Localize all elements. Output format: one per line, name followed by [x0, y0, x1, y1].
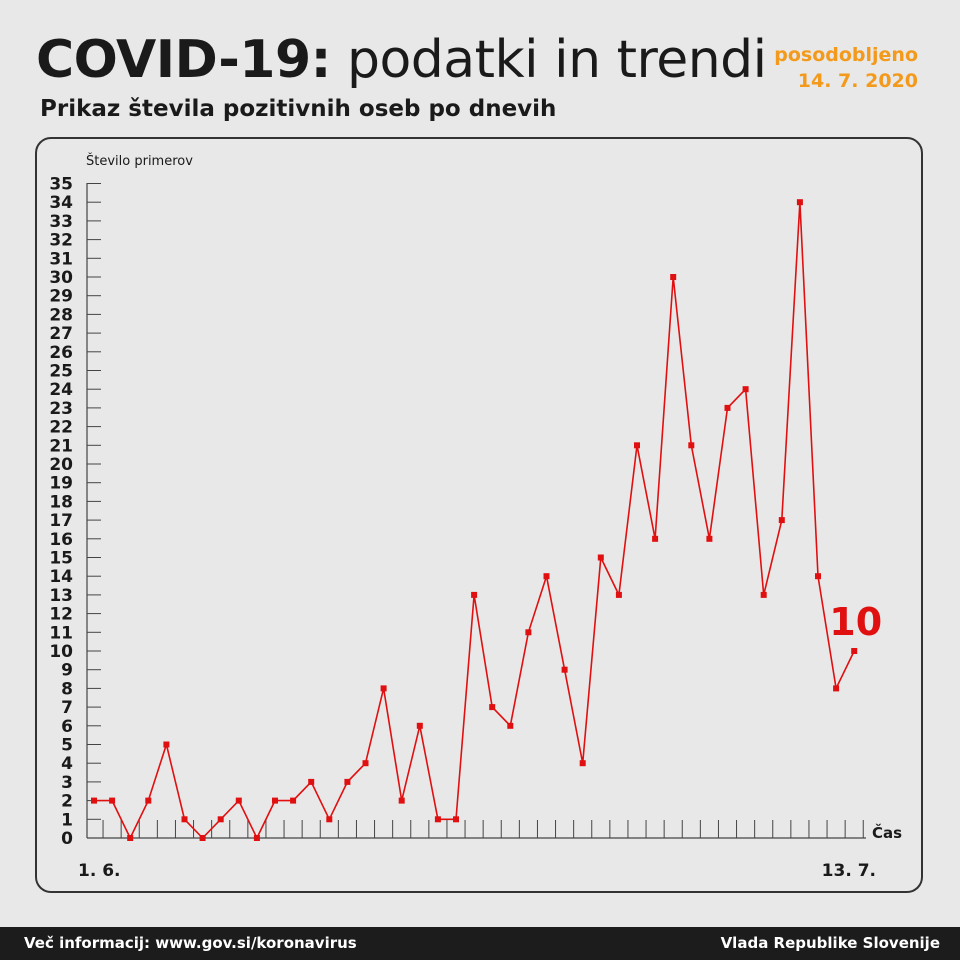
data-point [652, 535, 659, 542]
data-point [398, 797, 405, 804]
y-tick-label: 24 [49, 380, 73, 400]
y-tick-label: 18 [49, 492, 73, 512]
y-tick-label: 2 [61, 792, 73, 812]
data-point [634, 442, 640, 449]
data-point [181, 816, 188, 823]
data-point [109, 797, 116, 804]
y-tick-label: 10 [49, 642, 73, 662]
y-tick-label: 32 [49, 231, 73, 251]
y-tick-label: 3 [61, 773, 73, 793]
data-point [471, 591, 478, 598]
data-point [199, 835, 206, 841]
data-point [127, 835, 134, 841]
y-tick-label: 4 [61, 754, 73, 774]
y-tick-label: 34 [49, 193, 73, 213]
data-point [706, 535, 713, 542]
data-point [688, 442, 695, 449]
y-tick-label: 13 [49, 586, 73, 606]
data-point [597, 554, 604, 561]
y-tick-label: 27 [49, 324, 73, 344]
data-point [344, 778, 351, 785]
chart-panel [35, 137, 923, 893]
data-point [326, 816, 333, 823]
data-point [163, 741, 170, 748]
y-tick-label: 29 [49, 287, 73, 307]
data-point [525, 629, 532, 636]
last-value-label: 10 [829, 600, 882, 644]
y-tick-label: 22 [49, 418, 73, 438]
footer-info-link[interactable]: Več informacij: www.gov.si/koronavirus [24, 934, 357, 952]
updated-date: 14. 7. 2020 [797, 70, 918, 92]
y-tick-label: 23 [49, 399, 73, 419]
data-point [416, 722, 423, 729]
y-tick-label: 7 [61, 698, 73, 718]
data-point [507, 722, 514, 729]
y-tick-label: 26 [49, 343, 73, 363]
page-title: COVID-19: podatki in trendi [36, 28, 767, 92]
y-tick-label: 9 [61, 661, 73, 681]
data-point [91, 797, 97, 804]
series-line [94, 202, 855, 840]
y-tick-label: 6 [61, 717, 73, 737]
y-axis-label: Število primerov [86, 153, 193, 169]
x-axis-label: Čas [872, 823, 902, 842]
y-tick-label: 35 [49, 175, 73, 195]
data-point [851, 648, 858, 654]
data-point [670, 274, 677, 280]
data-point [453, 816, 459, 823]
data-point [815, 573, 821, 580]
data-point [290, 797, 297, 804]
y-tick-label: 21 [49, 436, 73, 456]
y-tick-label: 30 [49, 268, 73, 288]
data-point [308, 778, 315, 785]
data-point [724, 404, 731, 411]
title-bold: COVID-19: [36, 30, 331, 90]
data-point [615, 591, 622, 598]
data-point [217, 816, 224, 823]
data-point [272, 797, 278, 804]
updated-block: posodobljeno 14. 7. 2020 [698, 42, 918, 94]
y-tick-label: 1 [61, 810, 73, 830]
y-tick-label: 33 [49, 212, 73, 232]
y-tick-label: 28 [49, 305, 73, 325]
data-point [778, 517, 785, 524]
data-point [489, 704, 496, 711]
data-point [796, 199, 803, 206]
data-point [253, 835, 260, 841]
y-tick-label: 25 [49, 362, 73, 382]
chart-subtitle: Prikaz števila pozitivnih oseb po dnevih [40, 96, 557, 122]
y-tick-label: 8 [61, 679, 73, 699]
y-tick-label: 17 [49, 511, 73, 531]
y-tick-label: 5 [61, 736, 73, 756]
footer-org: Vlada Republike Slovenije [720, 934, 940, 952]
data-point [145, 797, 152, 804]
y-tick-label: 14 [49, 567, 73, 587]
data-point [543, 573, 550, 580]
data-point [579, 760, 586, 767]
y-tick-label: 16 [49, 530, 73, 550]
updated-label: posodobljeno [774, 44, 918, 66]
y-tick-label: 20 [49, 455, 73, 475]
data-point [561, 666, 568, 673]
data-point [235, 797, 242, 804]
x-end-label: 13. 7. [822, 861, 876, 881]
x-start-label: 1. 6. [78, 861, 121, 881]
y-tick-label: 15 [49, 549, 73, 569]
data-point [742, 386, 749, 393]
data-point [380, 685, 387, 692]
y-tick-label: 31 [49, 249, 73, 269]
y-tick-label: 0 [61, 829, 73, 849]
data-point [833, 685, 840, 692]
y-tick-label: 12 [49, 605, 73, 625]
data-point [362, 760, 369, 767]
data-point [760, 591, 767, 598]
title-light: podatki in trendi [346, 30, 767, 90]
data-point [434, 816, 441, 823]
y-tick-label: 11 [49, 623, 73, 643]
y-tick-label: 19 [49, 474, 73, 494]
footer-bar: Več informacij: www.gov.si/koronavirus V… [0, 927, 960, 960]
